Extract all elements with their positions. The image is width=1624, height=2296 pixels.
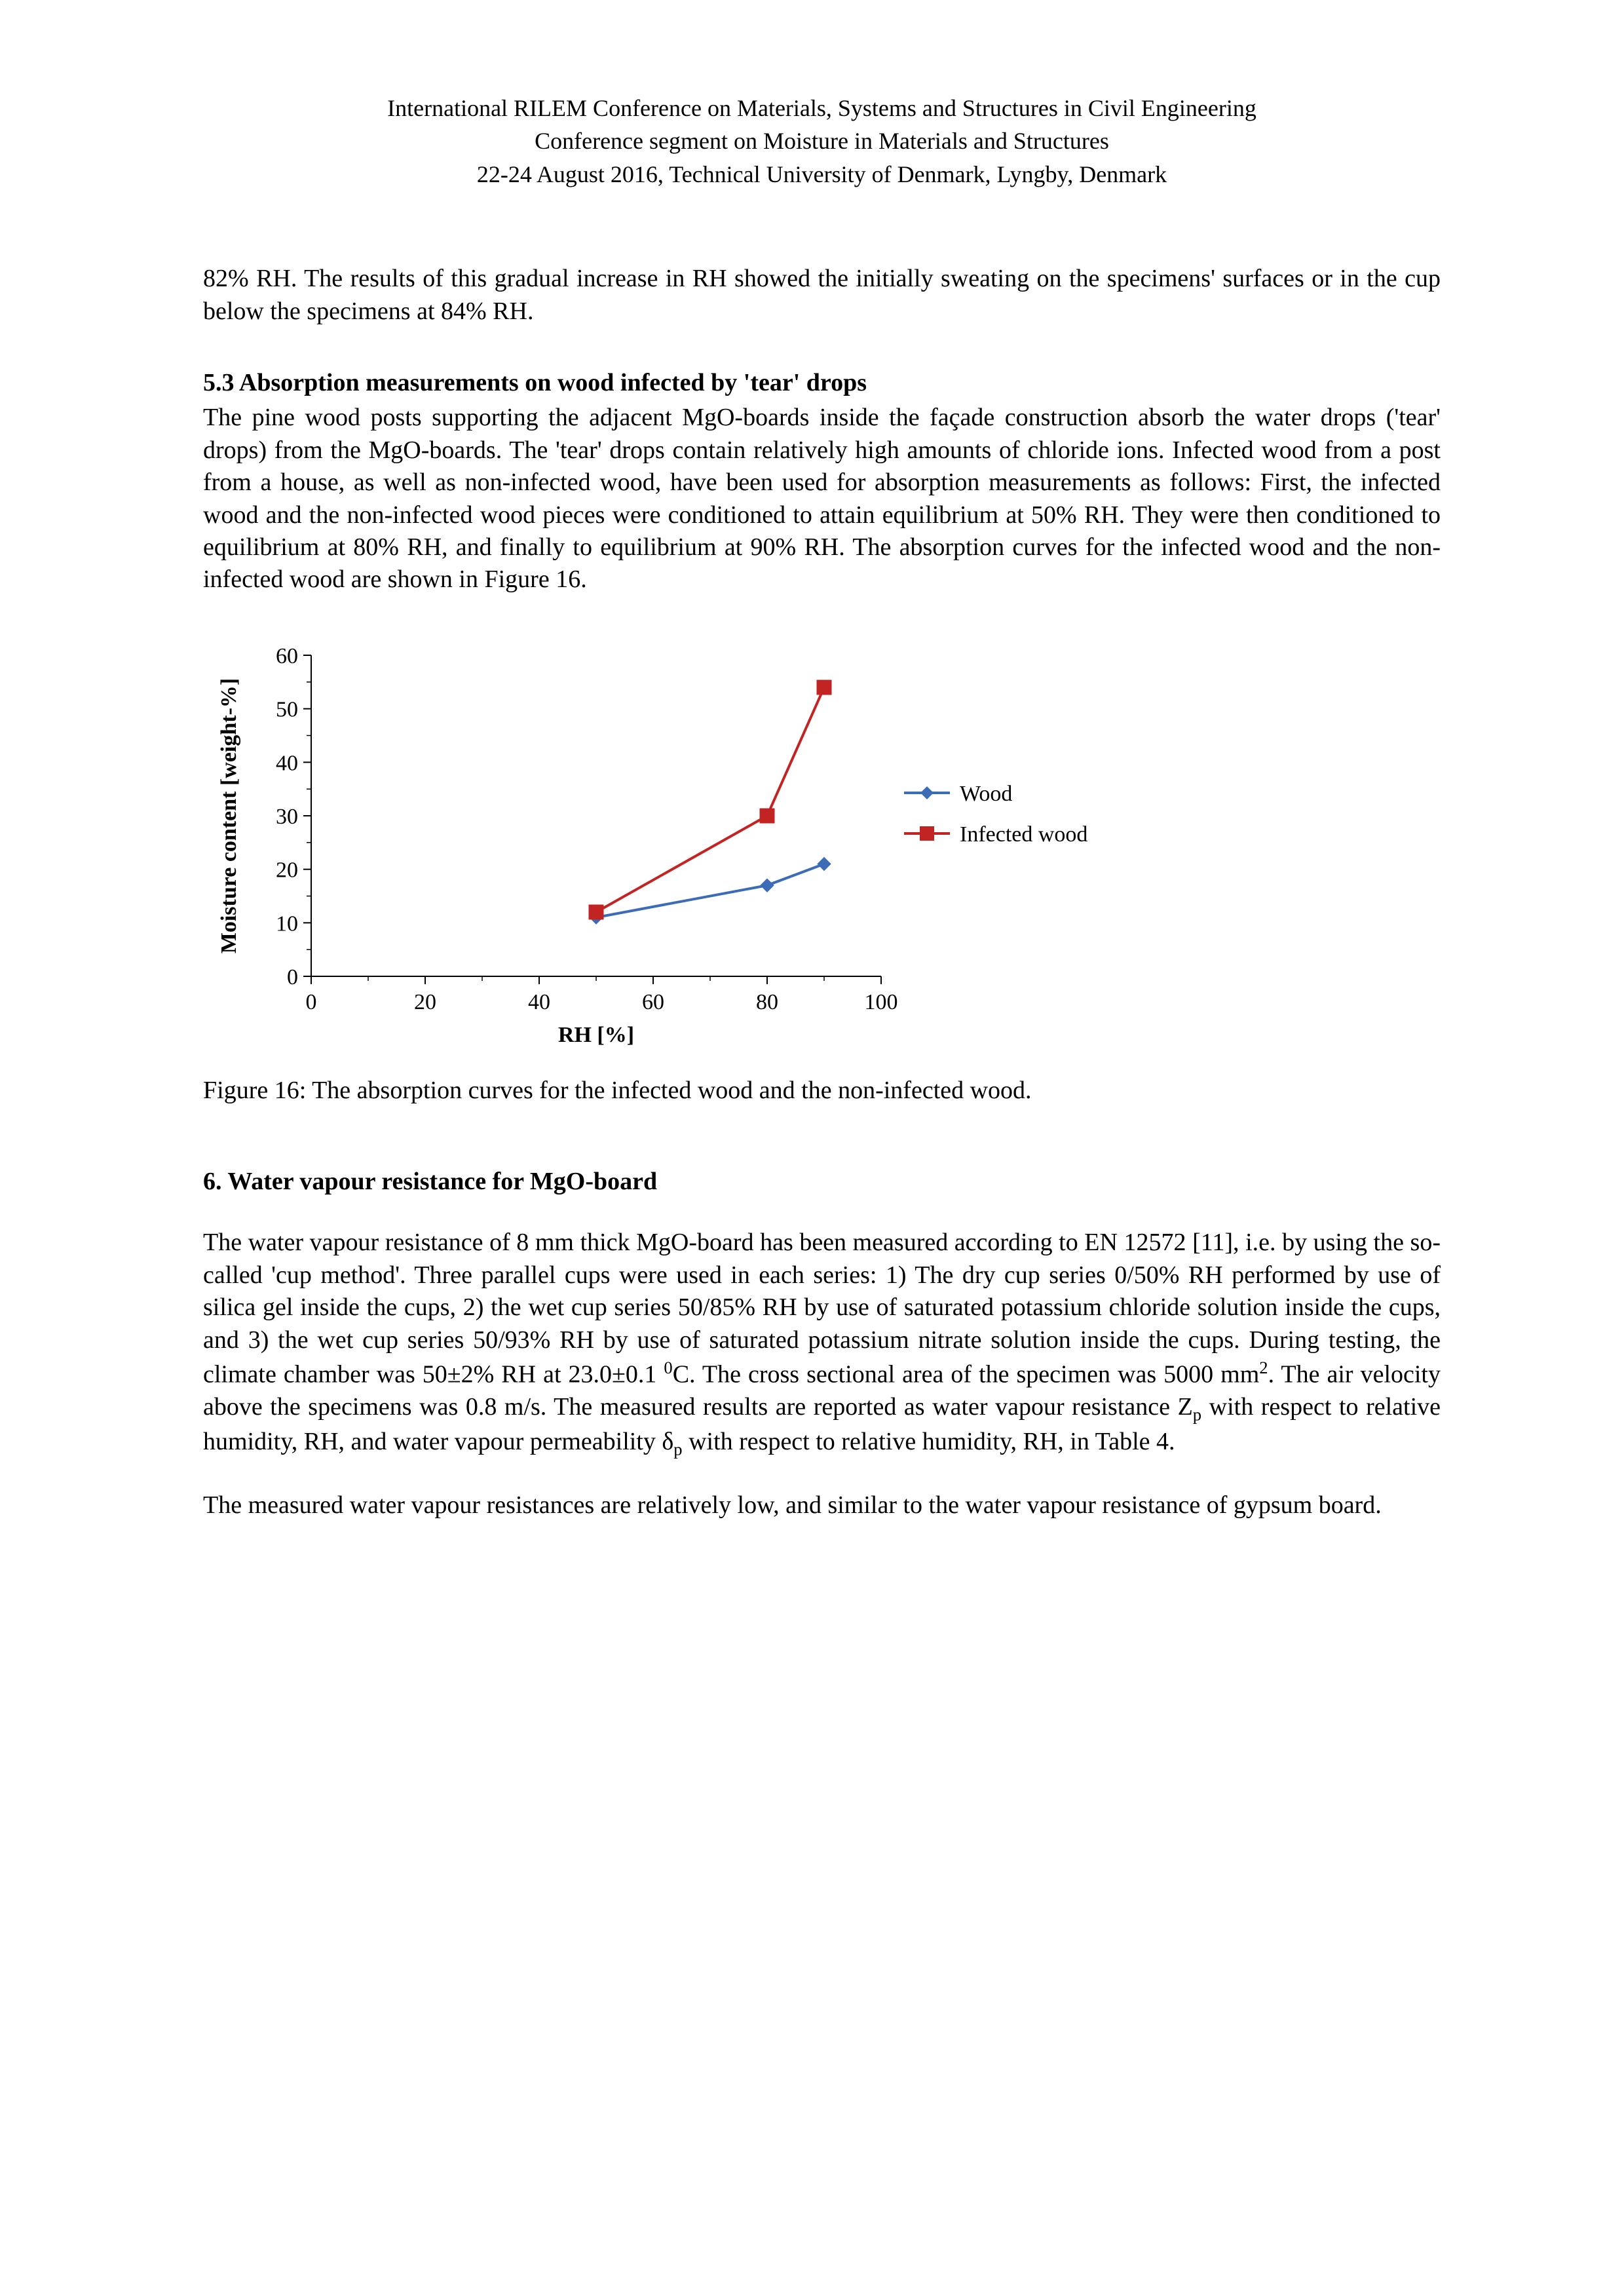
degree-superscript: 0 bbox=[664, 1358, 672, 1377]
svg-text:0: 0 bbox=[287, 965, 298, 989]
para3-part-e: with respect to relative humidity, RH, i… bbox=[683, 1428, 1175, 1455]
paragraph-6-2: The measured water vapour resistances ar… bbox=[203, 1489, 1441, 1521]
header-line-2: Conference segment on Moisture in Materi… bbox=[203, 124, 1441, 157]
svg-text:60: 60 bbox=[276, 644, 298, 668]
header-line-1: International RILEM Conference on Materi… bbox=[203, 92, 1441, 124]
svg-text:20: 20 bbox=[414, 990, 436, 1014]
svg-text:0: 0 bbox=[306, 990, 317, 1014]
paragraph-6-1: The water vapour resistance of 8 mm thic… bbox=[203, 1227, 1441, 1461]
svg-text:Wood: Wood bbox=[960, 782, 1012, 806]
figure-16-chart: 0 10 20 30 40 50 60 0 20 40 60 80 100 RH [%] Moisture … bbox=[203, 636, 1441, 1048]
svg-text:30: 30 bbox=[276, 805, 298, 829]
heading-6: 6. Water vapour resistance for MgO-board bbox=[203, 1166, 1441, 1198]
svg-text:RH [%]: RH [%] bbox=[558, 1023, 634, 1047]
svg-text:40: 40 bbox=[276, 751, 298, 775]
svg-text:100: 100 bbox=[865, 990, 898, 1014]
para3-part-b: C. The cross sectional area of the speci… bbox=[673, 1361, 1260, 1388]
figure-16-caption: Figure 16: The absorption curves for the… bbox=[203, 1075, 1441, 1107]
paragraph-5-3: The pine wood posts supporting the adjac… bbox=[203, 402, 1441, 596]
heading-5-3: 5.3 Absorption measurements on wood infe… bbox=[203, 367, 1441, 399]
svg-text:Infected wood: Infected wood bbox=[960, 822, 1087, 847]
svg-text:80: 80 bbox=[756, 990, 778, 1014]
conference-header: International RILEM Conference on Materi… bbox=[203, 92, 1441, 191]
svg-text:40: 40 bbox=[528, 990, 550, 1014]
svg-text:20: 20 bbox=[276, 858, 298, 882]
delta-p-subscript: p bbox=[673, 1440, 682, 1459]
svg-text:Moisture content [weight-%]: Moisture content [weight-%] bbox=[217, 678, 241, 953]
svg-text:10: 10 bbox=[276, 911, 298, 936]
zp-subscript: p bbox=[1193, 1405, 1201, 1425]
paragraph-intro: 82% RH. The results of this gradual incr… bbox=[203, 263, 1441, 328]
svg-text:50: 50 bbox=[276, 697, 298, 721]
header-line-3: 22-24 August 2016, Technical University … bbox=[203, 158, 1441, 191]
absorption-chart-svg: 0 10 20 30 40 50 60 0 20 40 60 80 100 RH [%] Moisture … bbox=[203, 636, 1120, 1048]
svg-text:60: 60 bbox=[642, 990, 664, 1014]
mm2-superscript: 2 bbox=[1259, 1358, 1268, 1377]
